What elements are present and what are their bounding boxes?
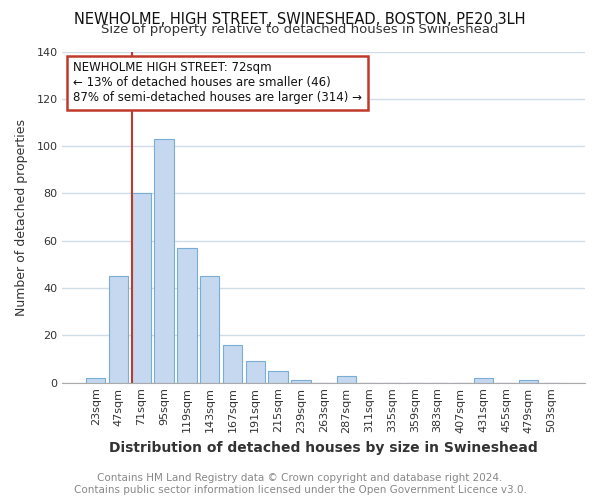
Bar — [200, 276, 220, 382]
Text: Contains HM Land Registry data © Crown copyright and database right 2024.
Contai: Contains HM Land Registry data © Crown c… — [74, 474, 526, 495]
Text: NEWHOLME HIGH STREET: 72sqm
← 13% of detached houses are smaller (46)
87% of sem: NEWHOLME HIGH STREET: 72sqm ← 13% of det… — [73, 62, 362, 104]
Bar — [223, 345, 242, 383]
Bar — [473, 378, 493, 382]
Bar — [177, 248, 197, 382]
Bar — [131, 194, 151, 382]
Bar — [109, 276, 128, 382]
Bar — [245, 362, 265, 382]
Bar — [268, 371, 288, 382]
Text: NEWHOLME, HIGH STREET, SWINESHEAD, BOSTON, PE20 3LH: NEWHOLME, HIGH STREET, SWINESHEAD, BOSTO… — [74, 12, 526, 28]
Text: Size of property relative to detached houses in Swineshead: Size of property relative to detached ho… — [101, 22, 499, 36]
Bar — [86, 378, 106, 382]
Bar — [291, 380, 311, 382]
Y-axis label: Number of detached properties: Number of detached properties — [15, 118, 28, 316]
Bar — [337, 376, 356, 382]
X-axis label: Distribution of detached houses by size in Swineshead: Distribution of detached houses by size … — [109, 441, 538, 455]
Bar — [154, 139, 174, 382]
Bar — [519, 380, 538, 382]
